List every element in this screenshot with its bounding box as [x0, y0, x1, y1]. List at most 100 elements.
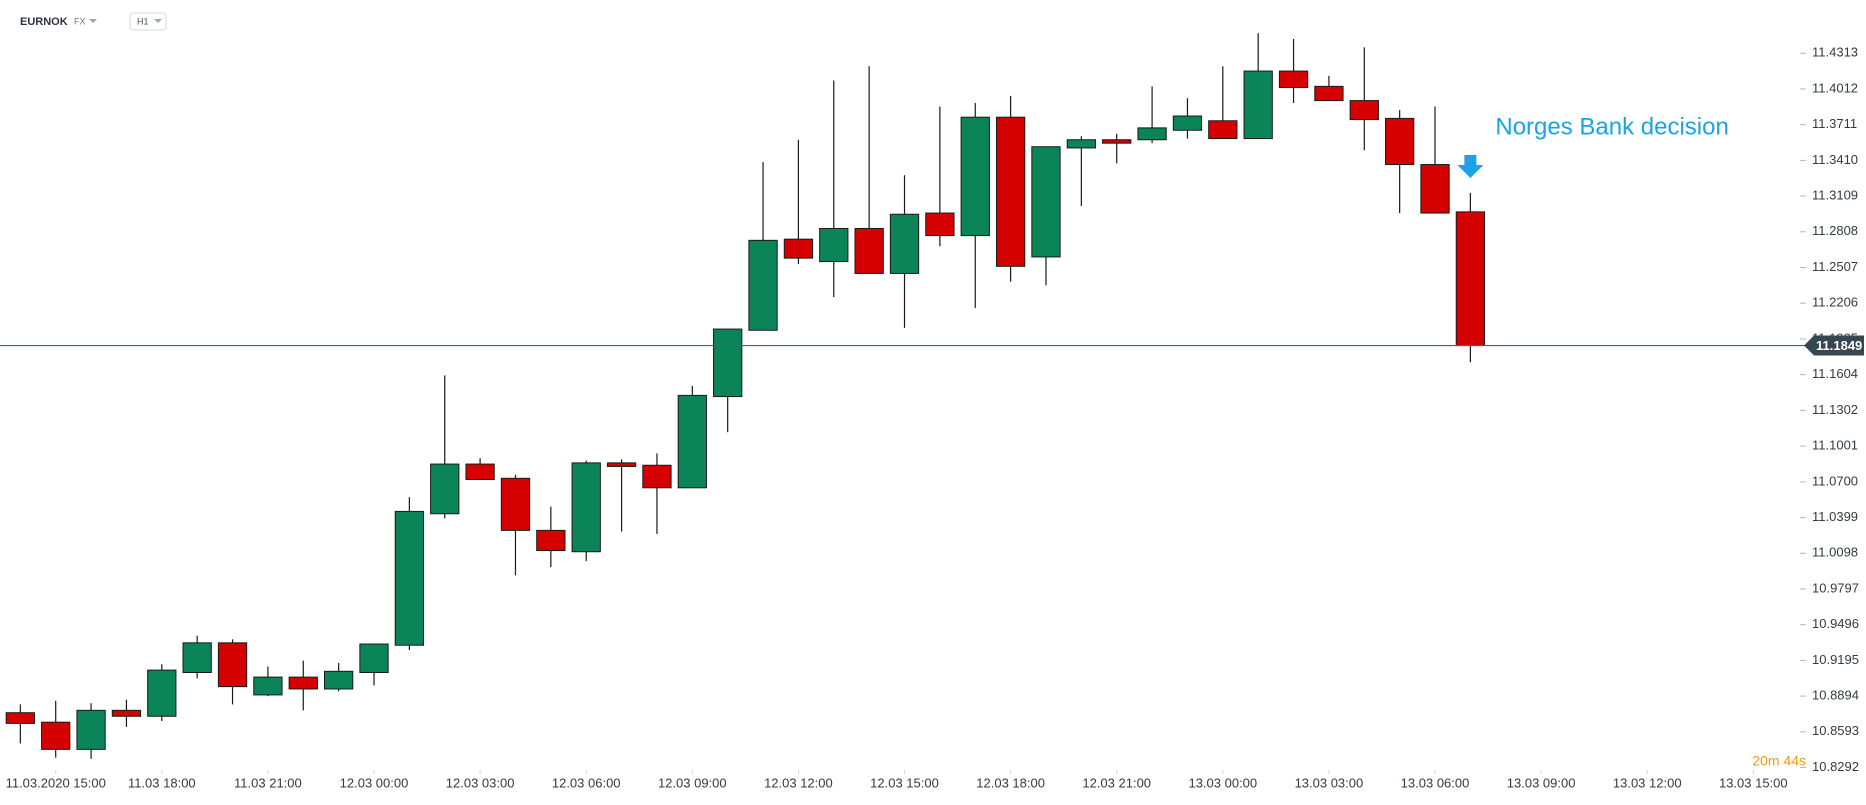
candle [925, 106, 955, 247]
candle [111, 699, 142, 727]
x-tick-label: 13.03 12:00 [1613, 775, 1682, 790]
candle-body [1349, 100, 1379, 121]
y-tick-label: 11.0700 [1812, 473, 1858, 488]
candle-body [430, 463, 460, 515]
y-tick-label: 10.8292 [1812, 759, 1859, 774]
candle [1278, 39, 1309, 103]
candle-body [571, 462, 601, 553]
annotation-arrow [1457, 155, 1484, 179]
candle-body [111, 709, 142, 717]
x-tick-label: 12.03 21:00 [1082, 775, 1151, 790]
header: EURNOK FX H1 [20, 12, 167, 31]
x-tick-label: 13.03 03:00 [1295, 775, 1364, 790]
x-tick-label: 11.03 18:00 [128, 775, 196, 790]
y-tick-label: 10.8593 [1812, 723, 1859, 738]
candle-body [394, 510, 425, 646]
x-tick-label: 13.03 09:00 [1507, 775, 1576, 790]
candle [41, 700, 71, 758]
y-tick-label: 11.4313 [1812, 45, 1858, 60]
y-tick-label: 11.0399 [1812, 509, 1858, 524]
candle [1385, 110, 1415, 214]
candle [1420, 106, 1450, 214]
candle-body [288, 676, 318, 690]
y-tick-label: 11.2206 [1812, 295, 1858, 310]
candle [147, 664, 177, 722]
y-tick-label: 11.3410 [1812, 152, 1858, 167]
candle-body [1102, 139, 1132, 144]
candle [642, 453, 672, 534]
symbol[interactable]: EURNOK [20, 16, 68, 28]
current-price-label: 11.1849 [1816, 338, 1862, 353]
candle-body [359, 643, 389, 673]
timeframe-caret[interactable] [154, 19, 162, 23]
candle-body [41, 721, 71, 750]
candle [1243, 33, 1273, 140]
candle [1137, 86, 1167, 144]
x-tick-label: 13.03 00:00 [1188, 775, 1257, 790]
candle-body [677, 394, 707, 489]
y-tick-label: 10.9797 [1812, 580, 1859, 595]
candle [465, 458, 495, 480]
candle-body [889, 213, 920, 274]
candle [677, 385, 707, 489]
candle-body [1385, 117, 1415, 166]
y-tick-label: 10.9195 [1812, 652, 1859, 667]
x-tick-label: 12.03 12:00 [764, 775, 833, 790]
candle-body [748, 239, 778, 331]
candle-body [606, 462, 637, 467]
annotation: Norges Bank decision [1495, 113, 1728, 140]
candle [536, 506, 566, 568]
candle [394, 497, 425, 650]
candle-body [925, 212, 955, 237]
candle [1031, 146, 1061, 286]
candle-body [465, 463, 495, 480]
candle [854, 66, 884, 274]
timeframe[interactable]: H1 [137, 16, 149, 26]
x-tick-label: 12.03 18:00 [976, 775, 1045, 790]
candle-body [500, 477, 531, 531]
candle-body [1278, 70, 1309, 89]
y-tick-label: 10.9496 [1812, 616, 1859, 631]
y-tick-label: 11.2808 [1812, 223, 1858, 238]
candle [960, 102, 990, 308]
candle [783, 139, 814, 264]
y-tick-label: 11.3711 [1812, 116, 1857, 131]
candle-body [1066, 139, 1096, 149]
candle-body [995, 116, 1026, 267]
candle-body [960, 116, 990, 237]
candle-body [819, 227, 849, 263]
timeframe-box[interactable] [129, 12, 167, 31]
candle [889, 175, 920, 328]
candle-body [253, 676, 283, 696]
candle [1102, 133, 1132, 164]
candle [748, 162, 778, 331]
candle [819, 80, 849, 298]
candle [571, 460, 601, 562]
candle [713, 328, 743, 433]
current-price-tag [1804, 335, 1864, 356]
y-tick-label: 11.1604 [1812, 366, 1858, 381]
candle-body [536, 529, 566, 552]
candle [500, 474, 531, 576]
candle [5, 704, 35, 744]
y-tick-label: 11.4012 [1812, 80, 1858, 95]
candle-body [854, 227, 884, 274]
candle [182, 635, 212, 679]
candle-body [5, 712, 35, 724]
candle [1349, 47, 1379, 151]
x-tick-label: 13.03 06:00 [1401, 775, 1470, 790]
timer: 20m 44s [1752, 753, 1806, 769]
market[interactable]: FX [74, 16, 86, 26]
candle [1314, 75, 1344, 102]
candle [606, 459, 637, 532]
candle-body [1137, 127, 1167, 141]
candle-body [1420, 164, 1450, 214]
candle-body [1208, 120, 1238, 140]
candle [76, 703, 106, 759]
market-caret[interactable] [89, 19, 97, 23]
candle [1066, 136, 1096, 206]
x-tick-label: 12.03 06:00 [552, 775, 621, 790]
candle-body [1243, 70, 1273, 140]
candle-body [323, 670, 354, 690]
